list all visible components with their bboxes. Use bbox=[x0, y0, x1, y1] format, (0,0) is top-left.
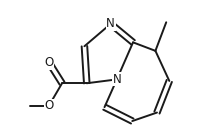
Text: N: N bbox=[112, 73, 121, 86]
Text: O: O bbox=[44, 99, 54, 112]
Text: N: N bbox=[106, 17, 115, 30]
Text: O: O bbox=[44, 56, 54, 69]
